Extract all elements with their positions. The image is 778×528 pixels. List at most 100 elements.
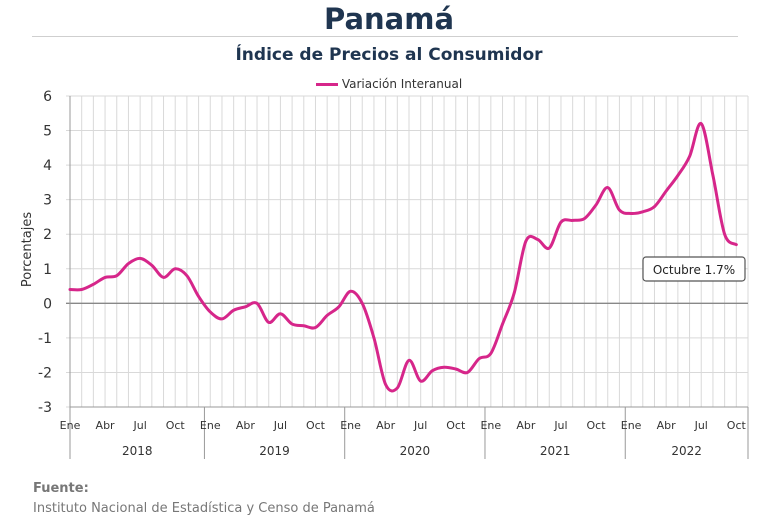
data-point [641,210,644,213]
x-month-label: Jul [553,419,567,432]
data-point [559,221,562,224]
data-point [419,380,422,383]
y-tick-label: 1 [43,262,52,278]
data-point [92,283,95,286]
data-point [384,383,387,386]
data-point [513,291,516,294]
data-point [676,174,679,177]
data-point [80,288,83,291]
data-point [185,274,188,277]
y-tick-label: 0 [43,296,52,312]
x-month-label: Ene [340,419,361,432]
x-month-label: Abr [376,419,396,432]
legend-label: Variación Interanual [341,77,463,91]
data-point [653,205,656,208]
data-point [396,386,399,389]
y-tick-label: -3 [38,400,52,416]
data-point [489,352,492,355]
x-month-label: Ene [60,419,81,432]
line-chart: 6 5 4 3 2 1 0 -1 -2 -3 2018 2019 2020 2021 2022 Ene Abr J… [20,89,749,459]
x-month-label: Abr [236,419,256,432]
data-point [162,276,165,279]
y-tick-label: 3 [43,193,52,209]
data-point [735,243,738,246]
data-point [127,262,130,265]
data-point [372,336,375,339]
data-point [443,366,446,369]
chart-subtitle: Índice de Precios al Consumidor [235,45,543,65]
y-axis-title: Porcentajes [20,212,35,287]
data-point [197,295,200,298]
annotation-box [642,256,746,282]
data-point [711,174,714,177]
annotation-label: Octubre 1.7% [653,263,735,277]
x-year-label: 2021 [540,444,571,458]
x-month-label: Ene [200,419,221,432]
data-point [630,212,633,215]
data-point [571,219,574,222]
x-year-label: 2018 [122,444,153,458]
data-point [279,312,282,315]
data-point [150,264,153,267]
x-month-label: Abr [96,419,116,432]
data-point [466,371,469,374]
x-month-label: Jul [413,419,427,432]
source-label: Fuente: [33,481,89,496]
data-point [232,309,235,312]
x-month-label: Abr [657,419,677,432]
data-point [524,240,527,243]
data-point [69,288,72,291]
data-point [244,305,247,308]
data-point [536,238,539,241]
data-point [314,326,317,329]
data-point [209,310,212,313]
x-month-label: Oct [727,419,747,432]
y-tick-label: 2 [43,227,52,243]
x-month-label: Oct [446,419,466,432]
y-tick-label: 6 [43,89,52,105]
x-year-label: 2022 [671,444,702,458]
data-point [302,324,305,327]
data-point [454,367,457,370]
data-point [115,274,118,277]
data-point [139,257,142,260]
data-point [548,247,551,250]
x-year-label: 2020 [400,444,431,458]
source-text: Instituto Nacional de Estadística y Cens… [33,501,375,516]
data-point [326,314,329,317]
legend-swatch [315,83,338,86]
data-point [337,305,340,308]
data-point [501,323,504,326]
data-point [174,267,177,270]
data-point [431,369,434,372]
y-tick-label: 4 [43,158,52,174]
x-year-label: 2019 [259,444,290,458]
data-point [665,190,668,193]
x-month-label: Oct [166,419,186,432]
data-point [408,359,411,362]
x-month-label: Jul [273,419,287,432]
data-point [267,321,270,324]
x-month-label: Jul [132,419,146,432]
y-tick-label: 5 [43,124,52,140]
y-tick-label: -1 [38,331,52,347]
x-month-label: Ene [480,419,501,432]
data-point [583,217,586,220]
data-point [723,233,726,236]
series-line [68,122,738,393]
x-month-label: Oct [587,419,607,432]
data-point [478,357,481,360]
data-point [291,323,294,326]
data-point [256,302,259,305]
data-point [595,203,598,206]
data-point [104,276,107,279]
x-month-label: Abr [516,419,536,432]
data-point [349,290,352,293]
x-month-label: Jul [694,419,708,432]
data-point [361,302,364,305]
y-tick-label: -2 [38,365,52,381]
chart-title: Panamá [323,2,455,36]
data-point [688,155,691,158]
data-point [606,186,609,189]
title-divider [32,36,738,37]
